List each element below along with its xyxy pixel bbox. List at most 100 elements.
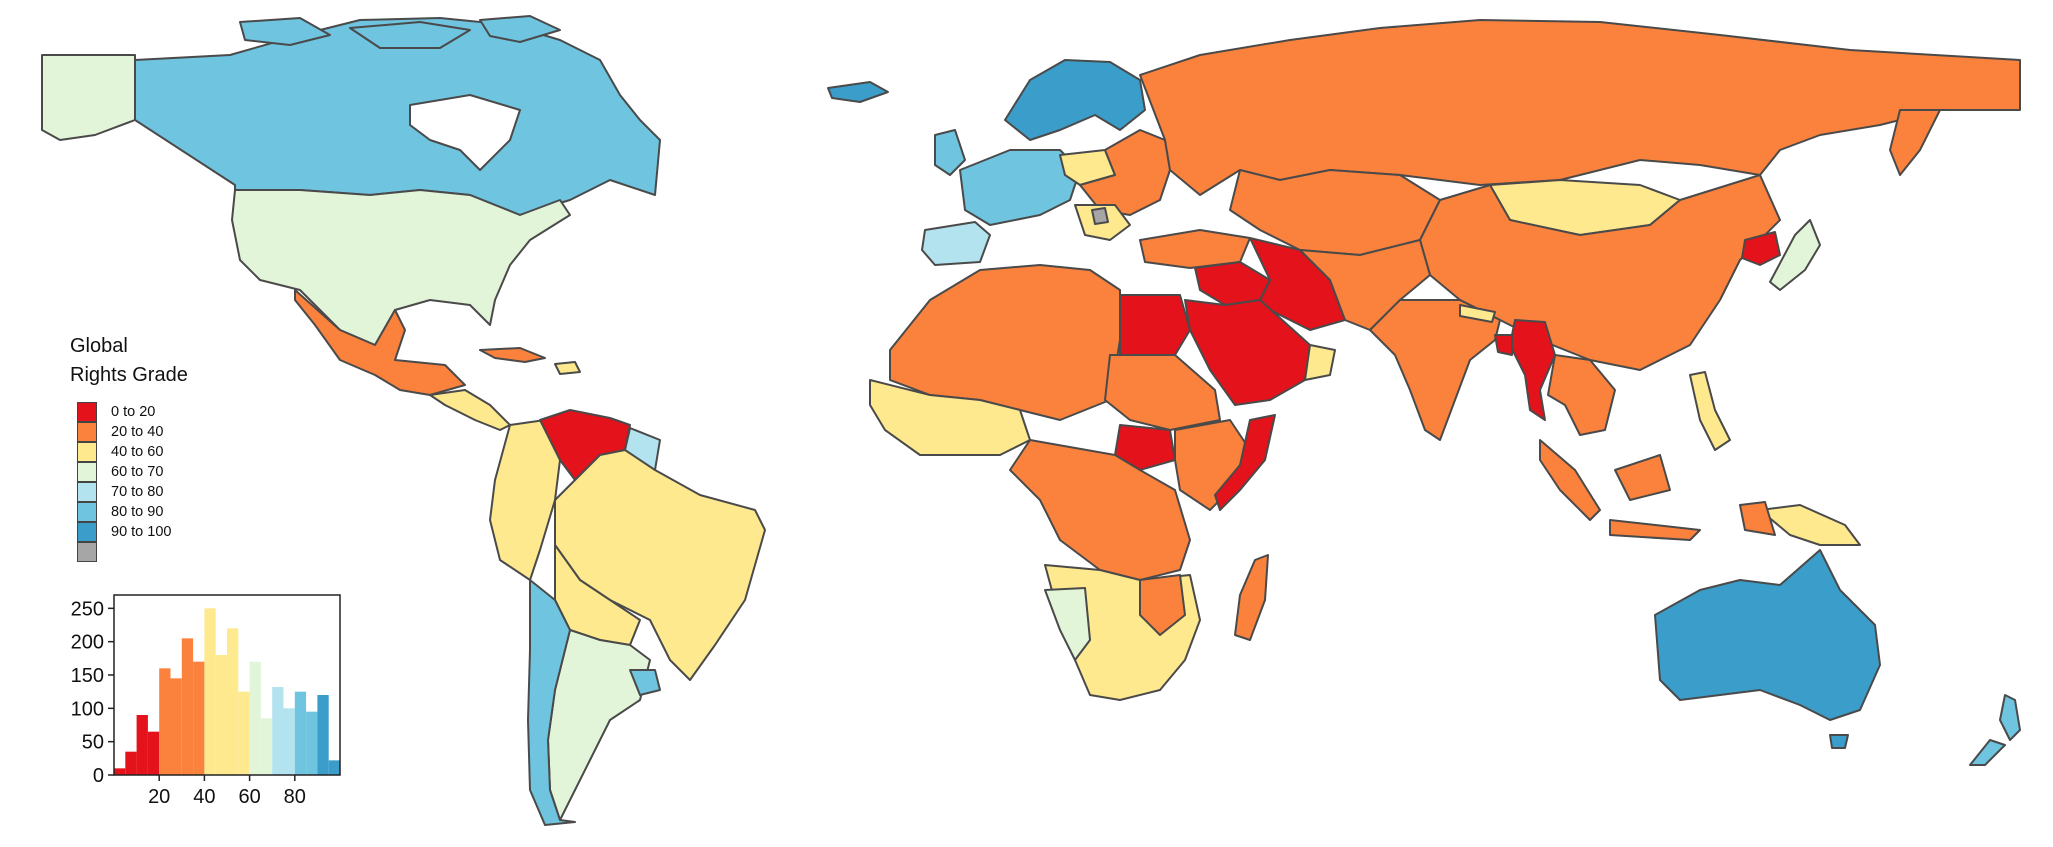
- myanmar: [1509, 319, 1556, 421]
- north-korea: [1741, 231, 1781, 266]
- legend-item-20-40: 20 to 40: [77, 422, 163, 442]
- iceland: [827, 81, 889, 103]
- bangladesh: [1494, 334, 1513, 356]
- united-states: [231, 189, 571, 346]
- histogram-bar: [238, 691, 250, 775]
- legend-swatch: [77, 482, 97, 502]
- legend-item-60-70: 60 to 70: [77, 462, 163, 482]
- histogram-bar: [306, 711, 318, 775]
- histogram-bar: [328, 760, 340, 775]
- histogram-bar: [294, 691, 307, 775]
- histogram-bars: [114, 608, 340, 775]
- philippines: [1689, 371, 1731, 451]
- legend-swatch: [77, 542, 97, 562]
- eastern-europe: [1079, 129, 1171, 216]
- histogram-chart: 0 50 100 150 200 250 20 40 60 80: [71, 594, 341, 808]
- histogram-bar: [215, 655, 227, 775]
- colombia-ecuador-peru: [489, 419, 561, 581]
- legend-item-80-90: 80 to 90: [77, 502, 163, 522]
- legend-item-40-60: 40 to 60: [77, 442, 163, 462]
- oman-uae: [1304, 344, 1336, 381]
- histogram-frame: [113, 594, 341, 776]
- japan: [1769, 219, 1821, 291]
- histogram-y-axis: 0 50 100 150 200 250: [71, 598, 114, 787]
- legend-title-line2: Rights Grade: [70, 364, 188, 386]
- y-tick-label: 150: [71, 665, 104, 687]
- legend-label: 40 to 60: [111, 444, 164, 460]
- sudan-chad: [1104, 354, 1221, 431]
- y-tick-label: 200: [71, 632, 104, 654]
- south-sudan: [1114, 424, 1176, 471]
- new-zealand: [1969, 694, 2021, 766]
- mozambique-zimbabwe: [1139, 574, 1186, 636]
- legend-swatch: [77, 442, 97, 462]
- west-africa-sahel: [869, 379, 1031, 456]
- histogram-bar: [125, 751, 137, 775]
- hudson-bay-lake: [409, 94, 521, 171]
- legend-swatch: [77, 502, 97, 522]
- histogram-bar: [283, 708, 295, 775]
- kamchatka: [1889, 109, 1941, 176]
- western-europe: [959, 149, 1081, 226]
- legend-item-0-20: 0 to 20: [77, 402, 155, 422]
- serbia: [1091, 207, 1109, 225]
- legend-item-90-100: 90 to 100: [77, 522, 171, 542]
- legend-label: 0 to 20: [111, 404, 156, 420]
- x-tick-label: 80: [284, 786, 306, 808]
- australia: [1654, 549, 1881, 721]
- greenland-region: [41, 54, 136, 141]
- iberia: [921, 221, 991, 266]
- histogram-bar: [114, 768, 126, 775]
- y-tick-label: 250: [71, 598, 104, 620]
- central-america: [429, 389, 511, 431]
- histogram-bar: [170, 678, 182, 775]
- legend-title-line1: Global: [70, 335, 128, 357]
- legend-swatch: [77, 422, 97, 442]
- legend-label: 90 to 100: [111, 524, 172, 540]
- legend-label: 20 to 40: [111, 424, 164, 440]
- x-tick-label: 60: [238, 786, 260, 808]
- histogram-bar: [204, 608, 216, 775]
- histogram-bar: [136, 715, 148, 775]
- histogram-bar: [317, 695, 329, 775]
- legend-item-no-data: [77, 542, 111, 562]
- russia: [1139, 19, 2021, 196]
- histogram-bar: [159, 668, 171, 775]
- histogram-bar: [147, 731, 160, 775]
- united-kingdom: [934, 129, 966, 176]
- histogram-bar: [249, 661, 261, 775]
- legend-label: 70 to 80: [111, 484, 164, 500]
- hispaniola: [554, 361, 581, 375]
- new-guinea: [1759, 504, 1861, 546]
- scandinavia: [1004, 59, 1146, 141]
- western-new-guinea: [1739, 501, 1776, 536]
- tasmania: [1829, 734, 1849, 749]
- x-tick-label: 40: [193, 786, 215, 808]
- india: [1369, 299, 1501, 441]
- histogram-bar: [260, 718, 273, 775]
- histogram-x-axis: 20 40 60 80: [148, 775, 306, 808]
- legend-swatch: [77, 462, 97, 482]
- y-tick-label: 0: [93, 765, 104, 787]
- legend-label: 80 to 90: [111, 504, 164, 520]
- uruguay: [629, 669, 661, 696]
- saudi-arabia: [1184, 299, 1311, 406]
- malaysia-indonesia: [1539, 439, 1701, 541]
- namibia: [1044, 587, 1091, 661]
- syria-iraq: [1194, 261, 1271, 306]
- cuba: [479, 347, 546, 363]
- nepal: [1459, 304, 1496, 323]
- chile: [527, 579, 576, 826]
- histogram-bar: [181, 638, 194, 775]
- y-tick-label: 100: [71, 698, 104, 720]
- canada-arctic-islands: [239, 15, 561, 49]
- madagascar: [1234, 554, 1269, 641]
- mexico: [294, 289, 466, 396]
- legend-item-70-80: 70 to 80: [77, 482, 163, 502]
- legend-label: 60 to 70: [111, 464, 164, 480]
- legend-swatch: [77, 402, 97, 422]
- somalia: [1214, 414, 1276, 511]
- y-tick-label: 50: [82, 732, 104, 754]
- histogram-bar: [272, 687, 284, 775]
